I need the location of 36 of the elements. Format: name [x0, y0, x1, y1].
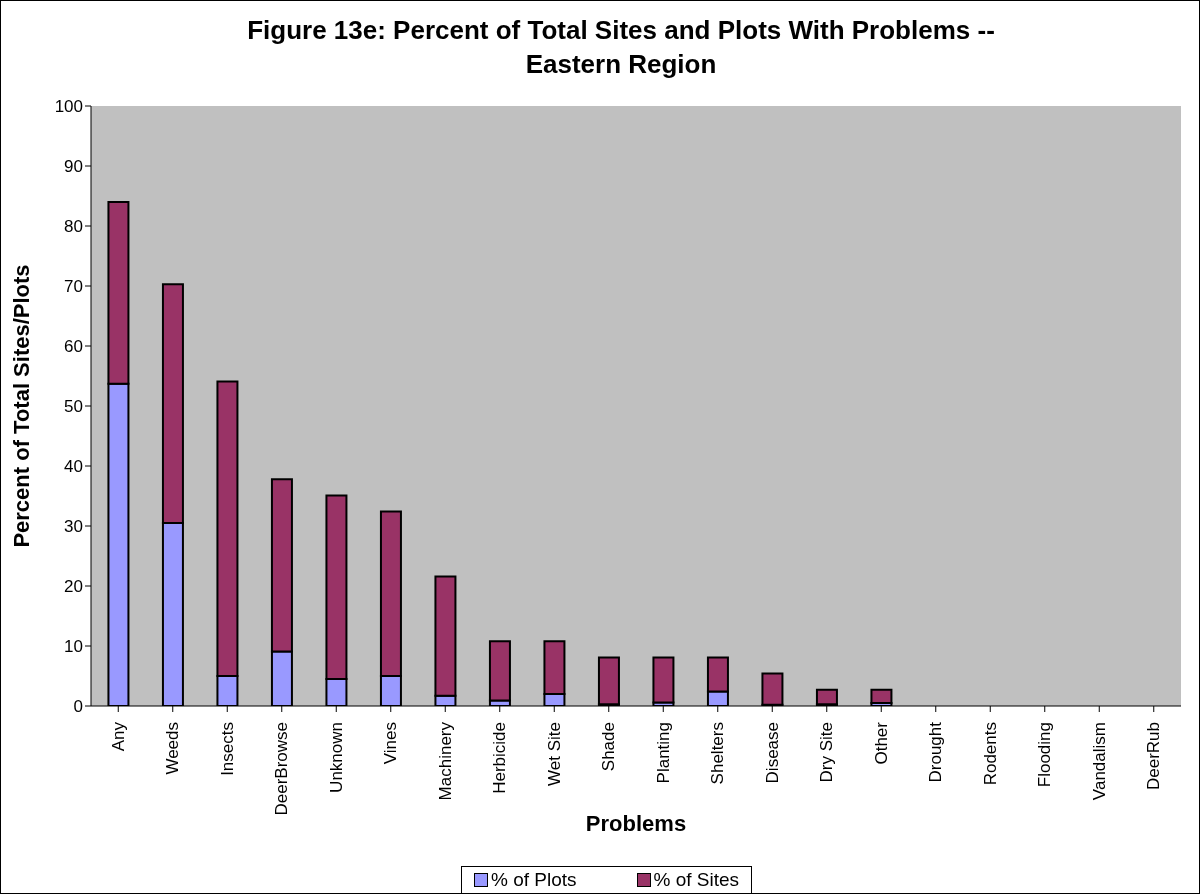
y-tick-label: 70	[64, 277, 83, 297]
x-tick-label: Vandalism	[1089, 722, 1109, 801]
legend-label: % of Sites	[653, 869, 740, 891]
x-tick-label: Drought	[926, 721, 946, 783]
x-tick-label: Any	[108, 721, 128, 752]
y-tick-label: 40	[64, 457, 83, 477]
x-tick-label: Weeds	[163, 722, 183, 775]
x-axis-title: Problems	[585, 811, 687, 836]
y-tick-label: 80	[64, 217, 83, 237]
x-tick-label: Herbicide	[490, 722, 510, 794]
x-tick-label: Insects	[217, 722, 237, 776]
y-tick-label: 20	[64, 577, 83, 597]
y-tick-label: 60	[64, 337, 83, 357]
x-tick-label: DeerBrowse	[272, 722, 292, 816]
chart-title: Figure 13e: Percent of Total Sites and Plots With Problems -- Eastern Region	[246, 14, 996, 81]
y-tick-label: 30	[64, 517, 83, 537]
x-tick-label: Planting	[653, 722, 673, 784]
y-tick-label: 50	[64, 397, 83, 417]
y-tick-label: 90	[64, 157, 83, 177]
x-tick-label: Wet Site	[544, 722, 564, 786]
x-tick-label: Other	[871, 721, 891, 765]
x-tick-label: Machinery	[435, 721, 455, 801]
x-tick-label: DeerRub	[1144, 722, 1164, 791]
y-tick-label: 10	[64, 637, 83, 657]
x-tick-label: Shelters	[708, 722, 728, 785]
x-tick-label: Rodents	[980, 722, 1000, 786]
x-tick-label: Disease	[762, 722, 782, 784]
x-tick-label: Unknown	[326, 722, 346, 793]
x-tick-label: Vines	[381, 722, 401, 765]
x-tick-label: Shade	[599, 722, 619, 772]
x-tick-label: Flooding	[1035, 722, 1055, 788]
y-axis-title: Percent of Total Sites/Plots	[8, 264, 34, 548]
legend-label: % of Plots	[491, 869, 577, 891]
y-tick-label: 100	[54, 97, 83, 117]
y-tick-label: 0	[73, 697, 83, 717]
x-tick-label: Dry Site	[817, 722, 837, 783]
